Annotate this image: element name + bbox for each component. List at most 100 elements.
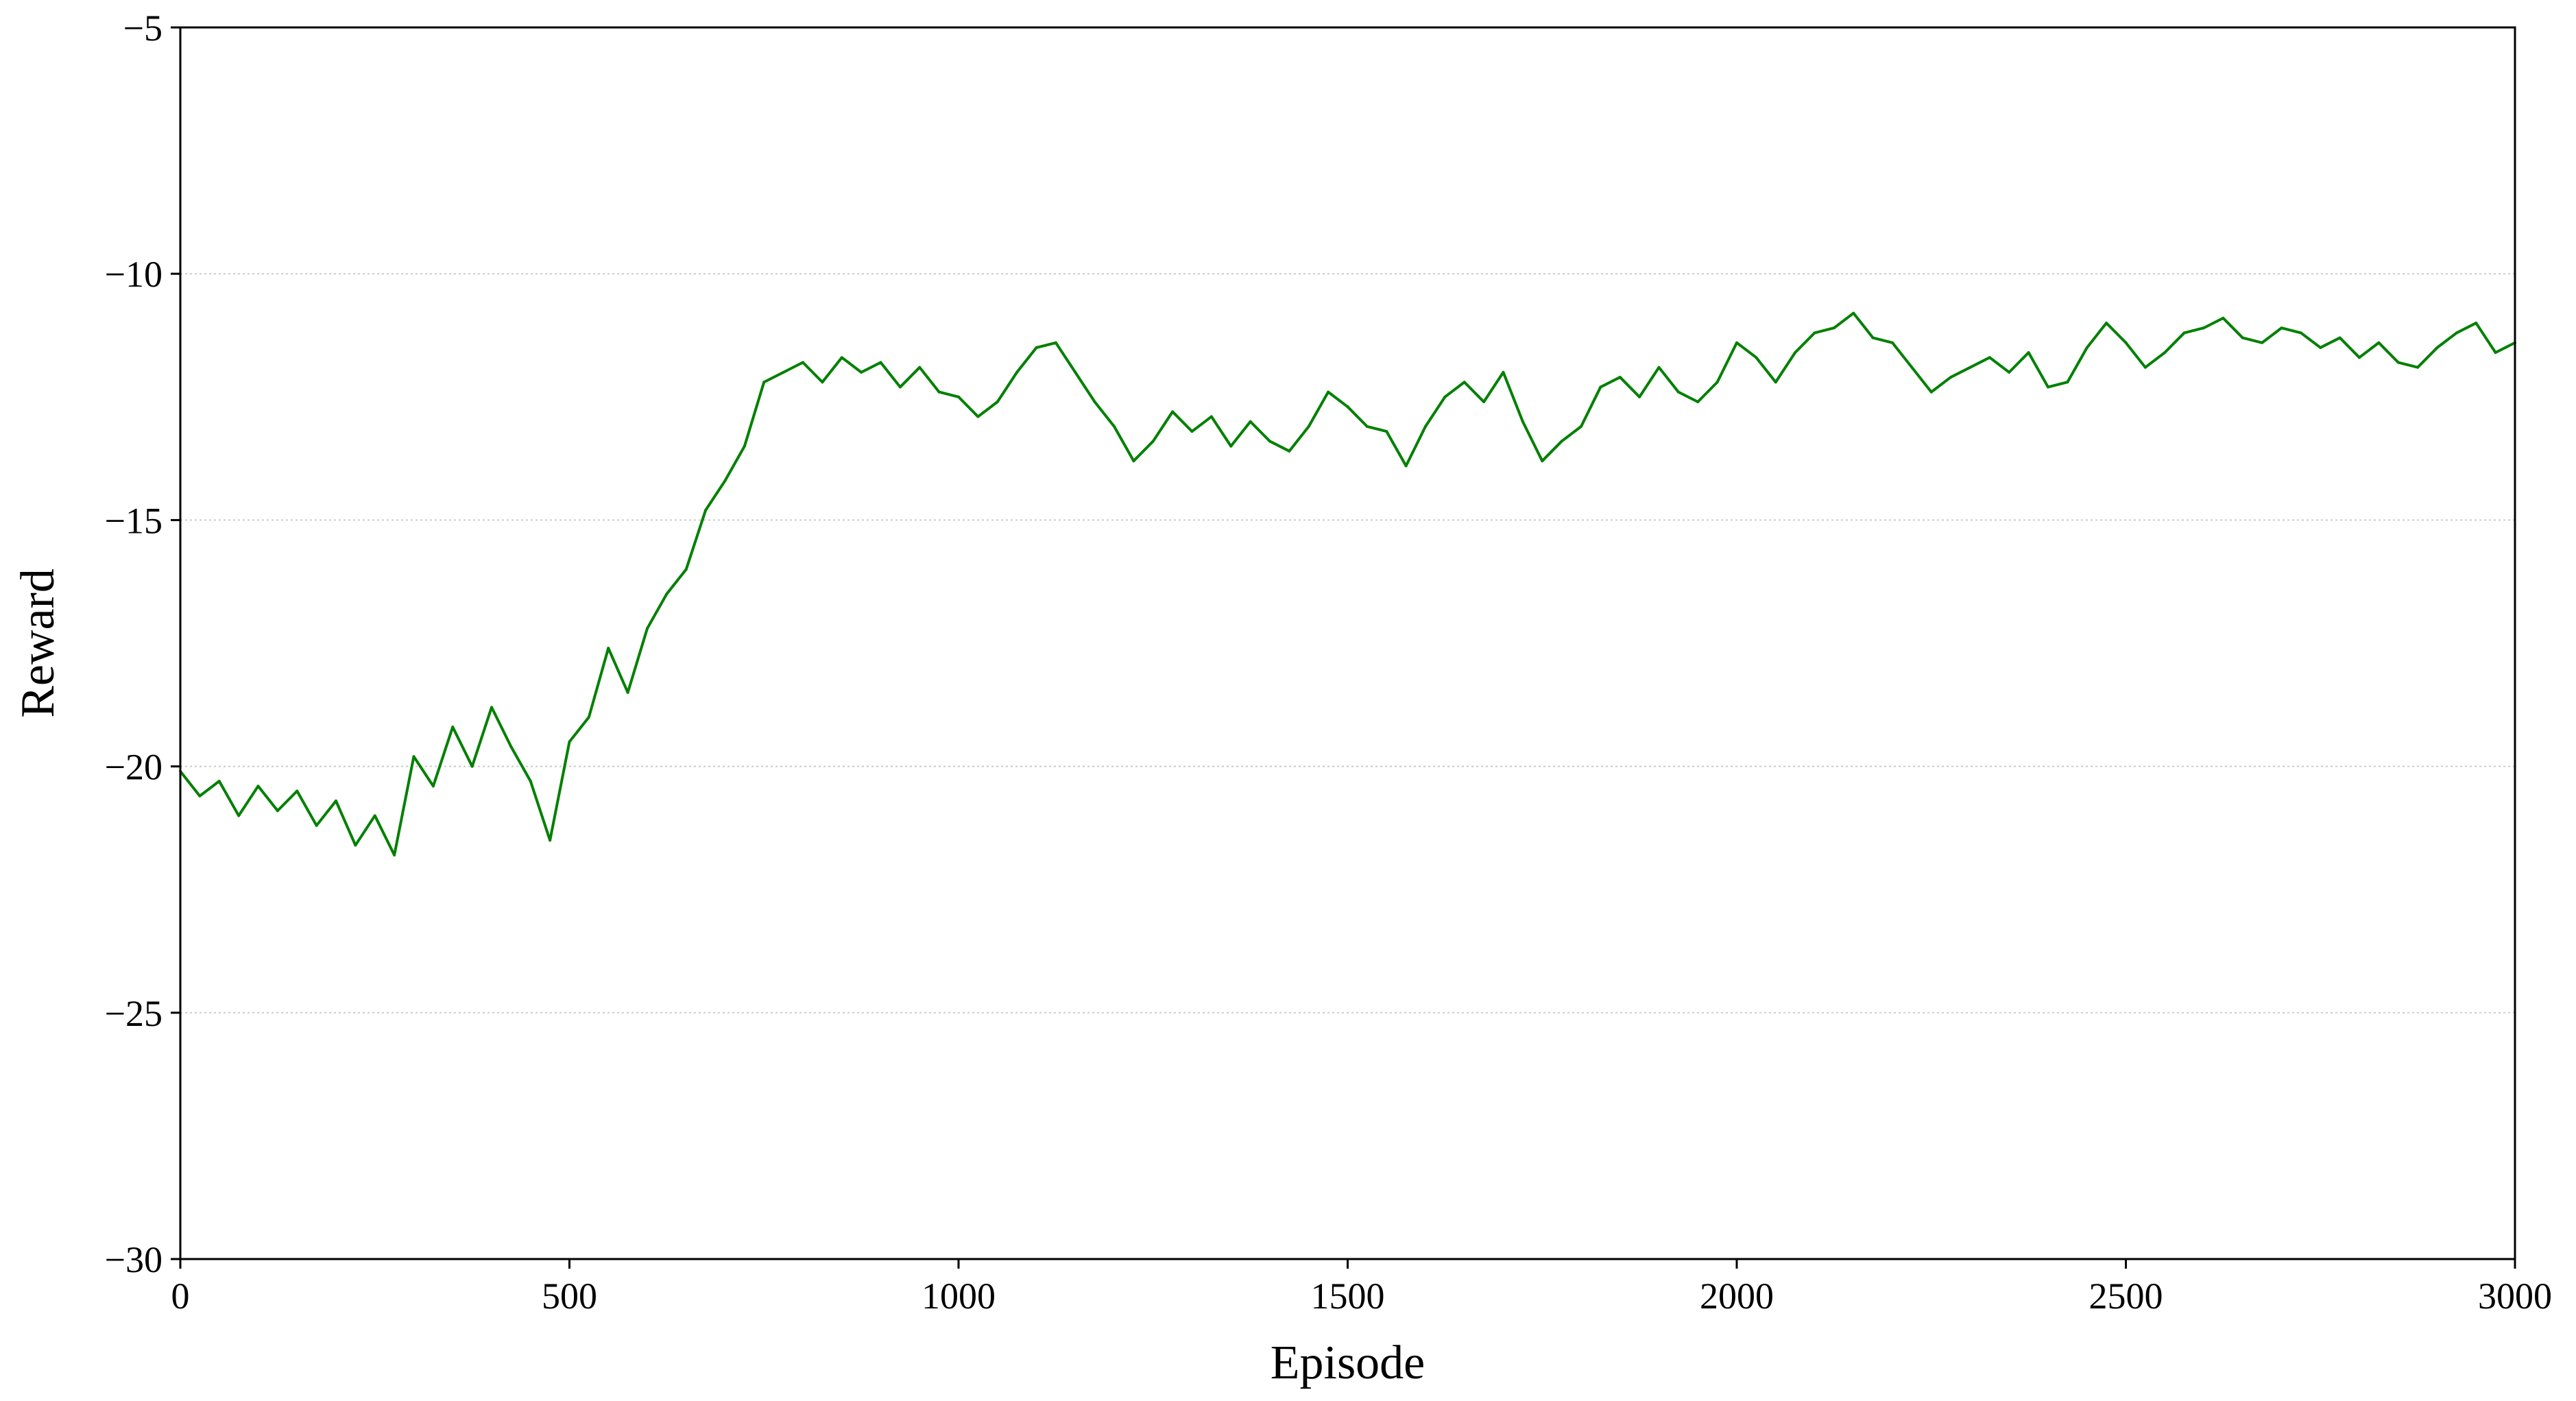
series-point [1696,400,1700,403]
x-tick-label: 1500 [1311,1276,1385,1317]
series-point [2435,346,2439,349]
series-point [1229,444,1233,448]
series-point [937,390,941,394]
series-point [1502,370,1505,374]
series-point [1949,376,1953,379]
series-point [1774,381,1777,384]
series-point [296,789,299,793]
series-point [802,361,804,364]
series-point [1093,400,1096,403]
y-tick-label: −15 [105,500,162,541]
series-point [1599,385,1602,389]
series-group [179,311,2516,857]
series-point [1676,390,1680,394]
y-tick-label: −10 [105,254,162,295]
x-tick-label: 0 [171,1276,190,1317]
series-point [704,509,708,512]
series-point [1638,395,1641,398]
series-point [2494,351,2497,355]
series-point [1657,366,1661,369]
y-axis-title: Reward [12,568,64,718]
series-point [1190,430,1194,433]
series-point [1813,331,1816,335]
series-point [587,715,590,719]
series-point [1151,440,1155,443]
series-point [2475,322,2478,325]
y-tick-label: −25 [105,993,162,1034]
series-point [315,824,318,827]
series-point [1735,341,1738,344]
series-point [2085,346,2089,349]
series-point [354,843,357,847]
series-point [1074,370,1077,374]
series-point [2241,336,2244,339]
series-point [1268,440,1271,443]
series-point [2338,336,2342,339]
series-point [2455,331,2458,335]
series-point [431,785,435,788]
series-point [2377,341,2381,344]
series-point [782,370,785,374]
series-point [1832,326,1835,330]
series-point [393,853,396,857]
series-point [879,361,882,364]
series-point [2202,326,2205,330]
x-tick-label: 2500 [2089,1276,2163,1317]
series-point [743,444,746,448]
x-tick-label: 2000 [1700,1276,1774,1317]
series-point [1541,459,1544,463]
series-point [1716,381,1719,384]
series-point [2143,366,2147,369]
series-point [2047,385,2049,389]
series-point [529,780,532,783]
series-point [1249,420,1252,423]
series-point [684,568,688,571]
series-point [1521,420,1524,423]
x-tick-label: 3000 [2478,1276,2552,1317]
series-point [1794,351,1797,355]
series-point [723,479,727,482]
series-point [2008,370,2011,374]
tick-marks [171,26,2516,1269]
series-point [2105,322,2108,325]
series-point [1288,449,1291,453]
series-point [217,780,221,783]
series-point [2280,326,2283,330]
series-point [1035,346,1038,349]
series-point [2222,316,2225,320]
series-point [1755,356,1758,359]
series-point [1113,424,1116,428]
series-point [646,627,649,630]
series-point [898,385,902,389]
tick-labels: −30 −25 −20 −15 −10 −5 0 500 1000 1500 2000 2500 300… [105,8,2552,1317]
series-point [2163,351,2167,355]
series-point [1969,366,1972,369]
series-point [1618,376,1622,379]
series-point [1891,341,1894,344]
series-point [1365,424,1369,428]
series-point [665,592,669,596]
series-point [2066,381,2069,384]
x-axis-title: Episode [1271,1337,1425,1389]
series-point [840,356,843,359]
series-point [1424,424,1427,428]
series-point [1171,410,1175,414]
series-point [2299,331,2302,335]
y-tick-label: −5 [123,8,162,49]
series-point [1054,341,1057,344]
series-point [1852,311,1855,315]
series-point [860,370,863,374]
series-point [918,366,922,369]
series-point [1560,440,1563,443]
series-point [470,765,474,768]
series-point [568,740,571,743]
series-point [1346,405,1349,409]
series-point [1462,381,1466,384]
series-point [237,814,241,817]
series-point [509,745,513,748]
series-point [996,400,999,403]
series-point [1929,390,1933,394]
series-point [549,839,552,842]
y-tick-label: −20 [105,747,162,788]
